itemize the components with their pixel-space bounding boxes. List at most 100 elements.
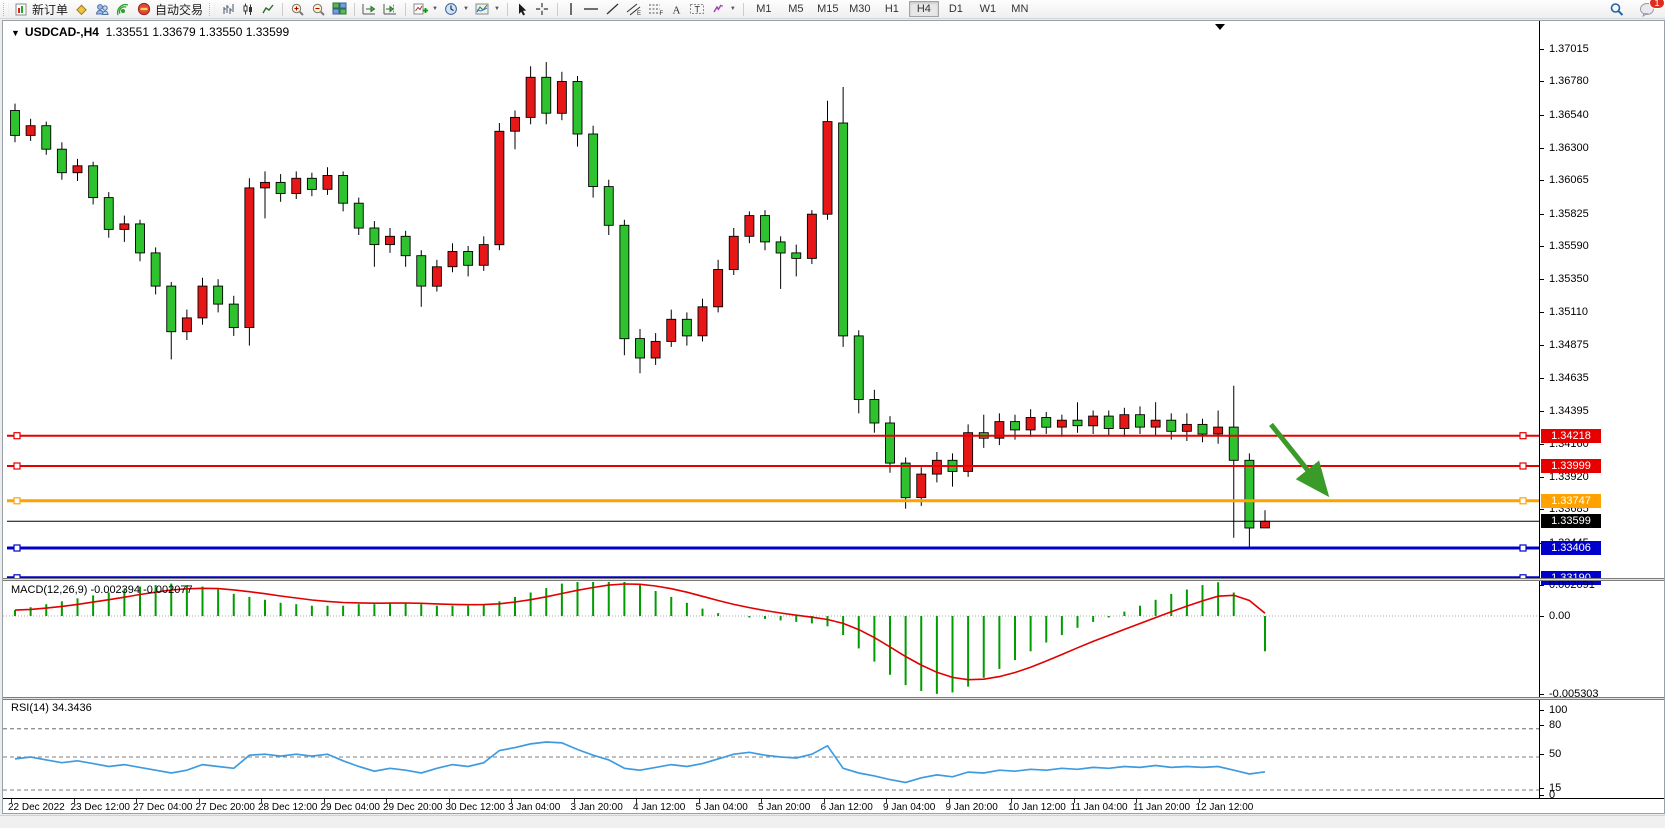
- axis-tick-label: 50: [1549, 748, 1562, 760]
- line-chart-button[interactable]: [258, 1, 278, 18]
- candle: [1041, 417, 1052, 428]
- candle: [1056, 419, 1067, 428]
- templates-icon: [475, 2, 490, 16]
- time-tick: [886, 799, 887, 803]
- text-tool-button[interactable]: A: [667, 1, 686, 18]
- chevron-down-icon[interactable]: ▼: [11, 28, 20, 38]
- candle: [275, 181, 286, 194]
- autotrade-button[interactable]: 自动交易: [134, 1, 206, 18]
- bar-chart-button[interactable]: [218, 1, 238, 18]
- line-handle[interactable]: [1519, 462, 1527, 470]
- time-tick: [636, 799, 637, 803]
- line-handle[interactable]: [13, 462, 21, 470]
- time-tick-label: 4 Jan 12:00: [633, 802, 686, 813]
- candle: [806, 213, 817, 259]
- candle: [88, 165, 99, 199]
- candle: [306, 177, 317, 190]
- toolbar-separator: [742, 2, 744, 16]
- accounts-button[interactable]: [92, 1, 113, 18]
- search-icon: [1609, 2, 1625, 17]
- bar-chart-icon: [221, 2, 235, 16]
- line-handle[interactable]: [1519, 432, 1527, 440]
- trend-arrow-annotation[interactable]: [1269, 422, 1330, 498]
- time-tick-label: 30 Dec 12:00: [445, 802, 506, 813]
- line-handle[interactable]: [13, 497, 21, 505]
- timeframe-h4-button[interactable]: H4: [908, 1, 939, 17]
- line-handle[interactable]: [1519, 544, 1527, 552]
- time-tick: [448, 799, 450, 803]
- timeframe-h1-button[interactable]: H1: [884, 3, 899, 15]
- indicators-button[interactable]: ▼: [410, 1, 441, 18]
- time-axis: 22 Dec 2022 23 Dec 12:00 27 Dec 04:00 27 De…: [3, 798, 1664, 813]
- axis-tick-label: 1.36780: [1549, 75, 1589, 88]
- time-tick: [1198, 799, 1200, 803]
- dropdown-caret: ▼: [462, 6, 469, 12]
- candle: [1260, 520, 1270, 529]
- rsi-label: RSI(14) 34.3436: [11, 702, 92, 714]
- timeframe-d1-button[interactable]: D1: [948, 3, 963, 15]
- pane-divider[interactable]: [3, 697, 1664, 700]
- price-chart-canvas[interactable]: [3, 21, 1539, 578]
- chart-shift-button[interactable]: [380, 1, 401, 18]
- timeframe-mn-button[interactable]: MN: [1011, 3, 1029, 15]
- signal-icon: [116, 2, 131, 16]
- line-handle[interactable]: [13, 432, 21, 440]
- svg-text:T: T: [694, 5, 700, 15]
- candle: [56, 148, 67, 174]
- timeframe-m1-button[interactable]: M1: [756, 3, 772, 15]
- new-order-label: 新订单: [32, 2, 69, 17]
- cursor-tool-button[interactable]: [512, 1, 532, 18]
- trendline-tool-button[interactable]: [602, 1, 623, 18]
- time-tick-label: 9 Jan 04:00: [883, 802, 936, 813]
- new-order-button[interactable]: 新订单: [12, 1, 71, 18]
- macd-pane-canvas[interactable]: [3, 582, 1539, 697]
- timeframe-w1-button[interactable]: W1: [979, 3, 997, 15]
- timeframe-m30-button[interactable]: M30: [849, 3, 871, 15]
- fibonacci-tool-button[interactable]: F: [645, 1, 667, 18]
- axis-tick-label: 1.35110: [1549, 306, 1588, 319]
- templates-button[interactable]: ▼: [472, 1, 503, 18]
- crosshair-tool-button[interactable]: [532, 1, 553, 18]
- chart-shift-icon: [383, 2, 398, 16]
- axis-tick-label: 1.34635: [1549, 372, 1589, 385]
- status-bar: [0, 815, 1665, 828]
- candle: [1213, 426, 1224, 435]
- timeframe-m15-button[interactable]: M15: [817, 3, 839, 15]
- line-handle[interactable]: [1519, 574, 1527, 578]
- tile-windows-button[interactable]: [329, 1, 350, 18]
- candle: [181, 317, 192, 333]
- candle: [963, 432, 974, 472]
- vertical-line-tool-button[interactable]: [562, 1, 580, 18]
- auto-scroll-button[interactable]: [359, 1, 380, 18]
- line-handle[interactable]: [1519, 497, 1527, 505]
- channel-tool-button[interactable]: E: [623, 1, 645, 18]
- rsi-pane-canvas[interactable]: [3, 700, 1539, 798]
- periods-button[interactable]: ▼: [441, 1, 472, 18]
- chat-button[interactable]: 1: [1636, 0, 1665, 18]
- candle: [1088, 415, 1099, 427]
- candlestick-chart-button[interactable]: [238, 1, 258, 18]
- pane-divider[interactable]: [3, 578, 1664, 581]
- axis-tick: [1540, 81, 1544, 83]
- time-tick: [1073, 799, 1075, 803]
- axis-tick-label: 80: [1549, 719, 1562, 731]
- rsi-line: [14, 741, 1266, 784]
- zoom-out-button[interactable]: [308, 1, 329, 18]
- zoom-in-button[interactable]: [287, 1, 308, 18]
- line-handle[interactable]: [13, 544, 21, 552]
- timeframe-m5-button[interactable]: M5: [788, 3, 804, 15]
- time-tick: [386, 799, 387, 803]
- line-handle[interactable]: [13, 574, 21, 578]
- candle: [353, 202, 364, 229]
- market-watch-button[interactable]: [71, 1, 92, 18]
- horizontal-line-tool-button[interactable]: [580, 1, 602, 18]
- text-label-tool-button[interactable]: T: [686, 1, 708, 18]
- search-button[interactable]: [1606, 1, 1628, 18]
- candle: [478, 244, 489, 266]
- time-tick-label: 22 Dec 2022: [8, 802, 65, 813]
- arrows-tool-button[interactable]: ▼: [708, 1, 739, 18]
- auto-scroll-icon: [362, 2, 377, 16]
- signal-button[interactable]: [113, 1, 134, 18]
- time-tick: [1136, 799, 1137, 803]
- candle: [1025, 417, 1036, 431]
